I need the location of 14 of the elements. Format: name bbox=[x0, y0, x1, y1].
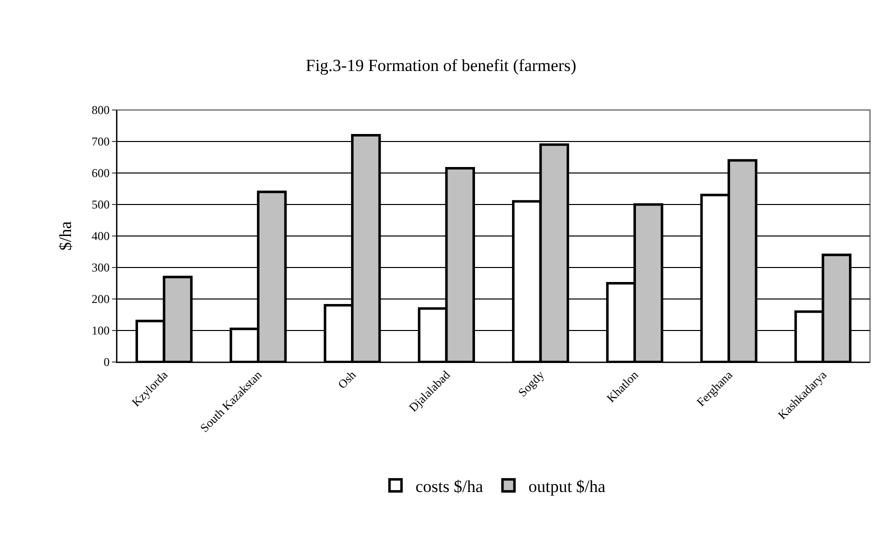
x-tick-label: Osh bbox=[335, 368, 359, 392]
legend-label: output $/ha bbox=[528, 477, 606, 496]
y-tick-label: 600 bbox=[92, 166, 110, 180]
y-tick-label: 400 bbox=[92, 229, 110, 244]
legend-label: costs $/ha bbox=[416, 477, 484, 496]
chart-title: Fig.3-19 Formation of benefit (farmers) bbox=[306, 56, 576, 75]
y-tick-label: 200 bbox=[92, 292, 110, 306]
y-tick-label: 500 bbox=[92, 198, 110, 212]
y-axis-title: $/ha bbox=[56, 220, 76, 251]
y-tick-label: 100 bbox=[92, 324, 110, 338]
y-tick-label: 700 bbox=[92, 134, 110, 149]
y-tick-label: 300 bbox=[92, 260, 110, 275]
y-tick-label: 800 bbox=[92, 103, 110, 118]
y-tick-label: 0 bbox=[104, 355, 110, 370]
